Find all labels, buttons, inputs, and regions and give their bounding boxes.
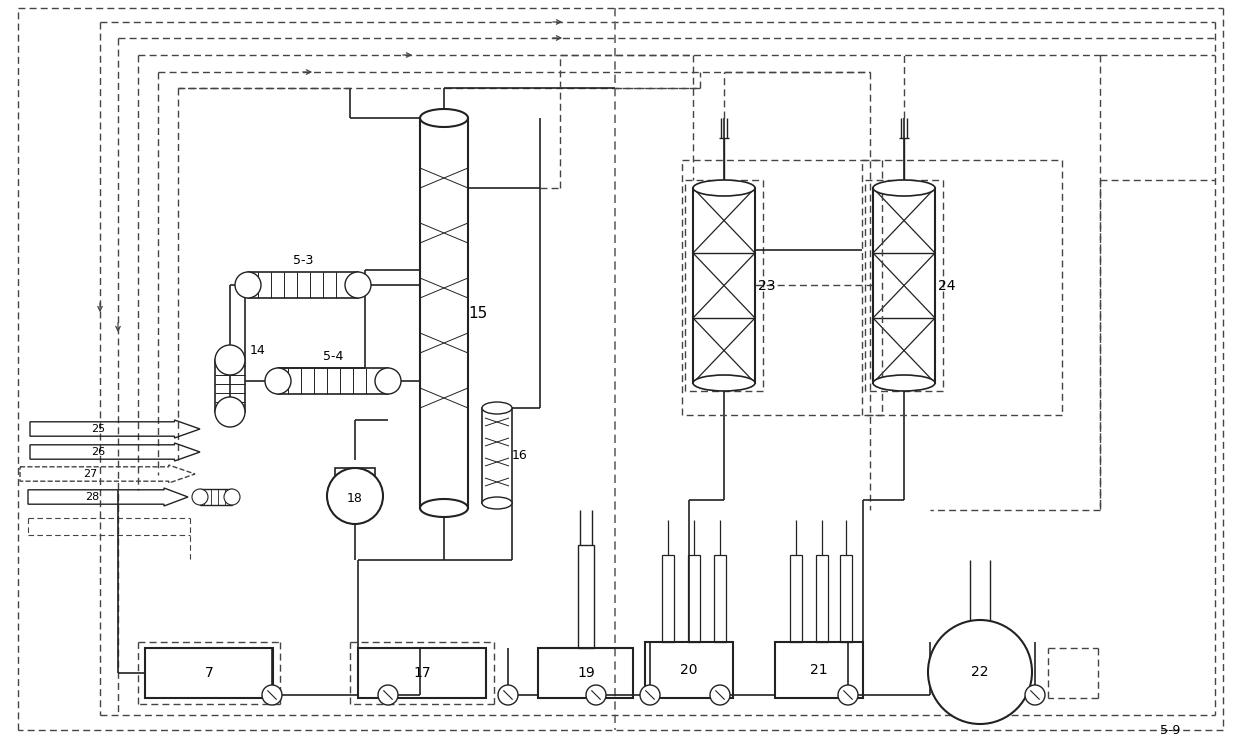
Bar [776, 642, 864, 698]
Circle shape [344, 272, 370, 298]
Circle shape [1025, 685, 1044, 705]
Text: 15: 15 [468, 305, 488, 321]
Circle shape [261, 685, 282, 705]
Bar [873, 188, 935, 383]
Bar [693, 188, 755, 383]
Ellipse shape [420, 499, 468, 517]
Circle shape [216, 397, 245, 427]
Bar [714, 555, 726, 642]
Text: 28: 28 [85, 492, 99, 502]
Circle shape [192, 489, 208, 505]
Bar [145, 648, 273, 698]
Bar [538, 648, 633, 698]
Text: 24: 24 [938, 279, 955, 293]
Circle shape [327, 468, 383, 524]
Text: 17: 17 [413, 666, 431, 680]
Text: 18: 18 [347, 491, 363, 505]
Circle shape [641, 685, 660, 705]
Ellipse shape [482, 497, 512, 509]
Bar [336, 468, 374, 482]
Bar [817, 555, 828, 642]
Ellipse shape [482, 402, 512, 414]
Circle shape [265, 368, 291, 394]
Circle shape [378, 685, 398, 705]
Circle shape [928, 620, 1032, 724]
Text: 22: 22 [971, 665, 989, 679]
Circle shape [498, 685, 518, 705]
Circle shape [710, 685, 730, 705]
Bar [216, 360, 245, 412]
Bar [662, 555, 674, 642]
Circle shape [838, 685, 857, 705]
Circle shape [224, 489, 240, 505]
Text: 26: 26 [90, 447, 105, 457]
Bar [840, 555, 852, 642]
Bar [646, 642, 733, 698]
Text: 25: 25 [90, 424, 105, 434]
Ellipse shape [873, 180, 935, 196]
Bar [278, 368, 388, 394]
Circle shape [216, 345, 245, 375]
Bar [199, 489, 232, 505]
Bar [358, 648, 486, 698]
Text: 5-4: 5-4 [323, 350, 343, 362]
Bar [248, 272, 358, 298]
Text: 21: 21 [810, 663, 828, 677]
Bar [688, 555, 700, 642]
Ellipse shape [693, 180, 755, 196]
Bar [482, 408, 512, 503]
Text: 5-9: 5-9 [1160, 723, 1181, 737]
Bar [790, 555, 802, 642]
Circle shape [375, 368, 401, 394]
Text: 16: 16 [512, 449, 528, 462]
Circle shape [235, 272, 261, 298]
Circle shape [586, 685, 606, 705]
Bar [420, 118, 468, 508]
Ellipse shape [420, 109, 468, 127]
Text: 20: 20 [680, 663, 698, 677]
Text: 19: 19 [577, 666, 595, 680]
Text: 5-3: 5-3 [292, 253, 313, 267]
Text: 7: 7 [204, 666, 213, 680]
Text: 27: 27 [83, 469, 97, 479]
Ellipse shape [693, 375, 755, 391]
Text: 14: 14 [250, 344, 265, 356]
Bar [579, 545, 593, 648]
Ellipse shape [873, 375, 935, 391]
Text: 23: 23 [758, 279, 776, 293]
